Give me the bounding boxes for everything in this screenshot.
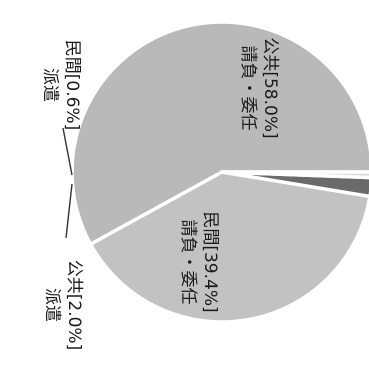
slice-haken-minkan <box>220 170 369 180</box>
slices-layer <box>70 20 369 324</box>
labels-layer: 請負・委任 公共[58.0%]請負・委任 民間[39.4%]派遣 公共[2.0%]派遣… <box>40 37 280 350</box>
slice-ukeoi-minkan <box>88 170 369 324</box>
slice-ukeoi-kokyo <box>70 20 369 247</box>
label-ukeoi-minkan: 請負・委任 民間[39.4%] <box>178 211 220 312</box>
label-ukeoi-kokyo-line1: 請負・委任 <box>238 46 258 131</box>
label-haken-minkan-line2: 民間[0.6%] <box>62 40 82 130</box>
leader-lines <box>62 127 73 239</box>
label-haken-kokyo: 派遣 公共[2.0%] <box>42 260 84 350</box>
label-haken-kokyo-line2: 公共[2.0%] <box>64 260 84 350</box>
label-haken-kokyo-line1: 派遣 <box>42 288 62 322</box>
label-ukeoi-kokyo-line2: 公共[58.0%] <box>260 37 280 138</box>
label-ukeoi-minkan-line1: 請負・委任 <box>178 220 198 305</box>
label-haken-minkan: 派遣 民間[0.6%] <box>40 40 82 130</box>
label-ukeoi-minkan-line2: 民間[39.4%] <box>200 211 220 312</box>
leader-line-haken-minkan <box>62 127 73 176</box>
slice-haken-kokyo <box>220 170 369 199</box>
label-haken-minkan-line1: 派遣 <box>40 68 60 102</box>
label-ukeoi-kokyo: 請負・委任 公共[58.0%] <box>238 37 280 138</box>
leader-line-haken-kokyo <box>65 183 73 239</box>
